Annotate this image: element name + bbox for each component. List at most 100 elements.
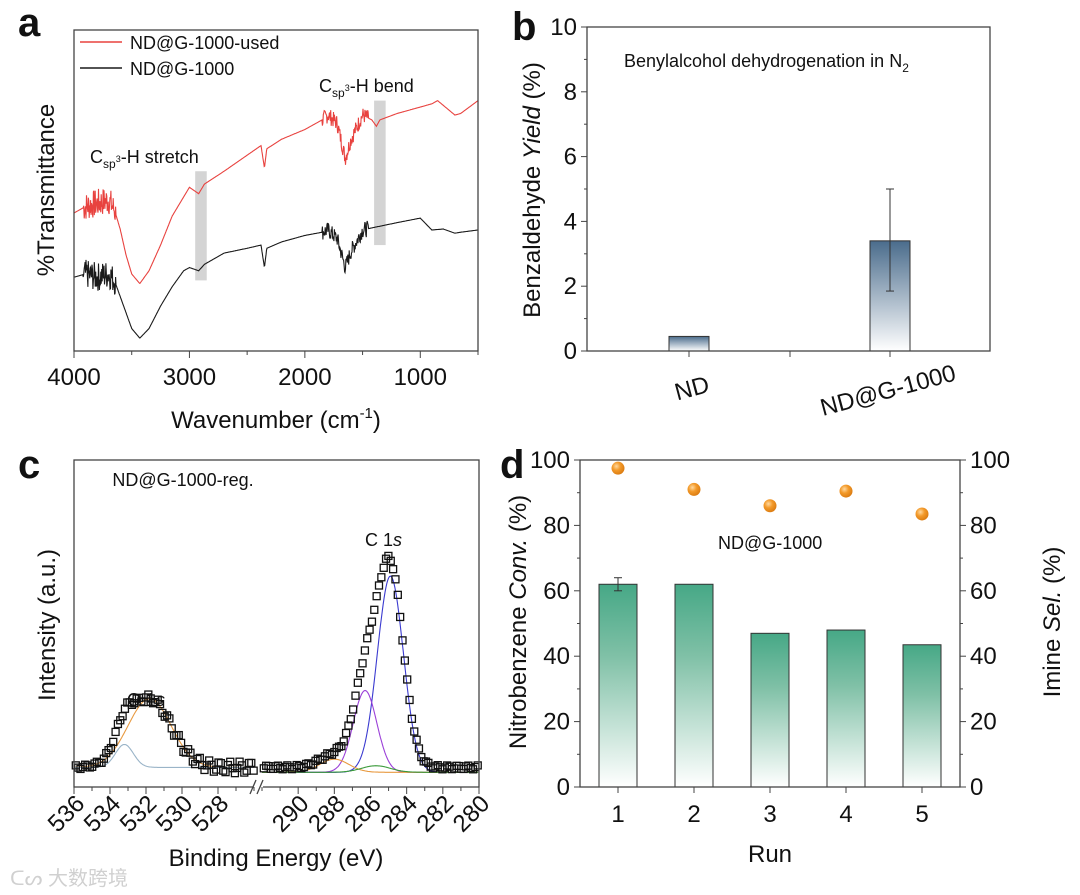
- axis-break-mark: [249, 779, 257, 795]
- y-tick-label: 8: [564, 79, 577, 106]
- data-marker: [365, 625, 374, 634]
- data-marker: [127, 700, 137, 710]
- data-marker: [400, 656, 410, 665]
- data-marker: [417, 752, 426, 762]
- data-marker: [249, 766, 258, 775]
- x-tick-label: 3: [763, 801, 776, 828]
- data-marker: [403, 675, 412, 684]
- data-marker: [186, 748, 195, 757]
- bar-run-2: [674, 583, 714, 788]
- x-tick-label: 4: [839, 801, 852, 828]
- data-marker: [396, 612, 405, 622]
- x-tick-label: 280: [448, 790, 495, 837]
- data-marker: [228, 764, 237, 773]
- annotation-stretch: Csp3-H stretch: [90, 147, 199, 171]
- series-line-fresh: [73, 217, 478, 339]
- panel-label-b: b: [512, 5, 536, 49]
- annotation-bend: Csp3-H bend: [319, 76, 414, 100]
- data-marker: [356, 669, 365, 678]
- panel-a-ir-spectra: 4000 3000 2000 1000 ND@G-1000-used ND@G-100…: [33, 29, 479, 434]
- y-tick-label-right: 80: [970, 512, 997, 539]
- data-marker: [174, 730, 183, 740]
- data-marker: [386, 556, 395, 565]
- fit-component: [262, 689, 479, 773]
- bar-ND: [668, 335, 710, 352]
- data-marker: [111, 727, 120, 737]
- panel-d-xlabel: Run: [748, 841, 792, 868]
- y-tick-label-right: 20: [970, 709, 997, 736]
- data-marker: [209, 767, 219, 776]
- data-marker: [370, 605, 379, 614]
- x-tick-label: ND: [672, 371, 712, 406]
- data-marker: [176, 738, 186, 748]
- y-tick-label-right: 40: [970, 643, 997, 670]
- data-marker: [109, 737, 118, 747]
- data-marker: [377, 573, 386, 582]
- panel-b-yield-bars: 0 2 4 6 8 10 ND ND@G-1000 Benylalcohol dehydrog…: [519, 14, 991, 422]
- data-marker: [358, 659, 367, 668]
- data-marker: [391, 575, 400, 584]
- data-marker: [104, 746, 113, 755]
- panel-c-xlabel: Binding Energy (eV): [169, 845, 384, 872]
- data-marker: [259, 764, 268, 773]
- data-marker: [398, 636, 407, 645]
- data-marker: [372, 592, 381, 601]
- y-tick-label-right: 0: [970, 774, 983, 801]
- panel-b-title: Benylalcohol dehydrogenation in N2: [624, 51, 909, 75]
- panel-label-d: d: [500, 443, 524, 487]
- data-marker: [153, 695, 162, 704]
- data-marker: [219, 766, 228, 775]
- y-tick-label: 4: [564, 208, 577, 235]
- data-marker: [247, 758, 256, 768]
- selectivity-point-run-4: [839, 484, 853, 498]
- x-tick-label: 5: [915, 801, 928, 828]
- panel-a-xlabel: Wavenumber (cm-1): [171, 405, 381, 434]
- data-marker: [205, 756, 214, 765]
- legend-label-used: ND@G-1000-used: [130, 33, 279, 53]
- selectivity-point-run-2: [687, 482, 701, 496]
- y-tick-label: 0: [564, 338, 577, 365]
- legend-label-fresh: ND@G-1000: [130, 59, 234, 79]
- data-marker: [99, 754, 109, 763]
- data-marker: [393, 590, 402, 600]
- watermark-logo: ᑕᔕ 大数跨境: [10, 867, 128, 890]
- data-marker: [327, 750, 337, 759]
- data-marker: [346, 715, 355, 724]
- data-marker: [264, 761, 273, 771]
- data-marker: [285, 763, 294, 772]
- label-c1s: C 1s: [365, 530, 402, 550]
- data-marker: [348, 705, 358, 714]
- bar-run-3: [750, 632, 790, 788]
- y-tick-label-left: 0: [557, 774, 570, 801]
- data-marker: [421, 757, 431, 766]
- selectivity-point-run-1: [611, 461, 625, 475]
- data-marker: [360, 646, 370, 655]
- x-tick-label: 4000: [47, 364, 100, 391]
- panel-b-ylabel: Benzaldehyde Yield (%): [519, 62, 546, 318]
- x-tick-label: 1000: [394, 364, 447, 391]
- data-marker: [339, 737, 348, 746]
- data-marker: [344, 721, 353, 730]
- panel-label-a: a: [18, 1, 41, 45]
- selectivity-point-run-5: [915, 507, 929, 521]
- data-marker: [381, 554, 391, 563]
- x-tick-label: 2: [687, 801, 700, 828]
- data-marker: [106, 743, 116, 753]
- y-tick-label: 10: [550, 14, 577, 41]
- data-marker: [155, 699, 165, 709]
- y-tick-label-left: 80: [543, 512, 570, 539]
- panel-b-frame: [586, 26, 991, 352]
- data-marker: [297, 763, 306, 773]
- y-tick-label: 6: [564, 144, 577, 171]
- panel-c-title: ND@G-1000-reg.: [112, 470, 253, 490]
- axis-break-gap: [253, 782, 263, 792]
- data-marker: [473, 761, 482, 770]
- data-marker: [407, 714, 417, 723]
- y-tick-label-left: 100: [530, 447, 570, 474]
- data-marker: [353, 678, 362, 687]
- y-tick-label-left: 60: [543, 578, 570, 605]
- data-marker: [351, 691, 360, 700]
- data-marker: [410, 727, 419, 736]
